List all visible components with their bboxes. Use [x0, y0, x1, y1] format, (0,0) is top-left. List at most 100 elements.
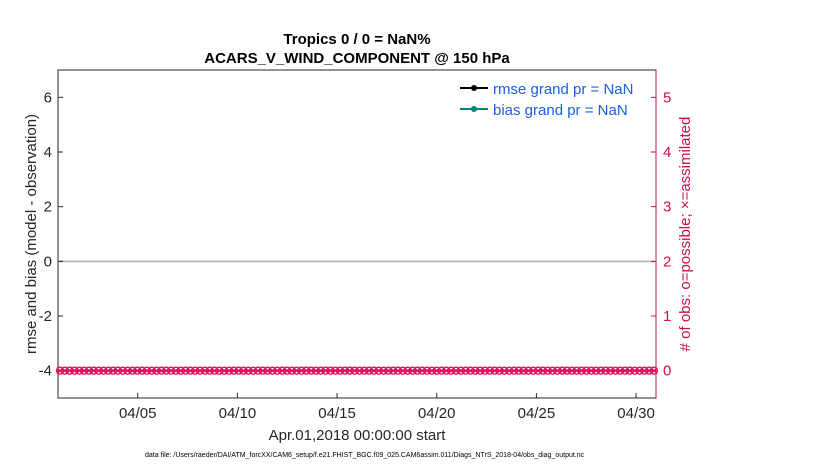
obs-possible-marker: [355, 366, 364, 375]
obs-possible-marker: [273, 366, 282, 375]
obs-possible-marker: [403, 366, 412, 375]
obs-possible-marker: [596, 366, 606, 375]
obs-possible-marker: [630, 366, 639, 375]
x-axis-label: Apr.01,2018 00:00:00 start: [269, 427, 447, 444]
obs-possible-marker: [582, 366, 591, 375]
obs-possible-marker: [360, 366, 369, 375]
obs-possible-marker: [529, 366, 538, 375]
obs-possible-marker: [461, 366, 470, 375]
obs-possible-marker: [205, 366, 214, 375]
obs-possible-marker: [234, 366, 243, 375]
obs-possible-marker: [224, 366, 234, 375]
obs-assimilated-marker: [650, 367, 658, 375]
obs-possible-marker: [572, 366, 581, 375]
obs-possible-marker: [524, 366, 533, 375]
obs-possible-marker: [432, 366, 441, 375]
obs-possible-marker: [543, 366, 552, 375]
x-tick-label: 04/10: [219, 405, 257, 422]
legend: rmse grand pr = NaN bias grand pr = NaN: [460, 81, 633, 119]
right-tick-label: 5: [663, 89, 671, 106]
obs-possible-marker: [398, 366, 408, 375]
obs-possible-marker: [108, 366, 118, 375]
obs-possible-marker: [514, 366, 523, 375]
obs-possible-marker: [451, 366, 461, 375]
obs-possible-marker: [447, 366, 456, 375]
obs-possible-marker: [480, 366, 490, 375]
obs-possible-marker: [345, 366, 354, 375]
y-axis-label-left: rmse and bias (model - observation): [23, 114, 40, 354]
obs-possible-marker: [249, 366, 258, 375]
obs-possible-marker: [186, 366, 195, 375]
obs-possible-marker: [553, 366, 562, 375]
obs-possible-marker: [321, 366, 330, 375]
obs-possible-marker: [210, 366, 219, 375]
obs-possible-marker: [418, 366, 427, 375]
obs-possible-marker: [113, 366, 123, 375]
obs-possible-marker: [147, 366, 156, 375]
legend-bias-marker: [471, 106, 477, 112]
obs-possible-marker: [229, 366, 239, 375]
obs-possible-marker: [389, 366, 398, 375]
x-tick-label: 04/30: [617, 405, 655, 422]
obs-possible-marker: [104, 366, 113, 375]
obs-possible-marker: [306, 366, 316, 375]
obs-possible-marker: [287, 366, 296, 375]
obs-possible-marker: [200, 366, 210, 375]
obs-possible-marker: [157, 366, 166, 375]
left-tick-label: -4: [39, 363, 52, 380]
obs-possible-marker: [500, 366, 509, 375]
x-tick-label: 04/25: [518, 405, 556, 422]
obs-possible-marker: [123, 366, 132, 375]
obs-possible-marker: [263, 366, 272, 375]
obs-series-group: [55, 366, 659, 375]
obs-possible-marker: [640, 366, 649, 375]
obs-possible-marker: [65, 366, 74, 375]
x-tick-label: 04/20: [418, 405, 456, 422]
obs-possible-marker: [171, 366, 181, 375]
obs-possible-marker: [215, 366, 224, 375]
obs-possible-marker: [166, 366, 176, 375]
obs-possible-marker: [495, 366, 504, 375]
obs-possible-marker: [152, 366, 161, 375]
obs-possible-marker: [504, 366, 514, 375]
obs-possible-marker: [55, 366, 65, 375]
obs-possible-marker: [253, 366, 263, 375]
obs-possible-marker: [533, 366, 543, 375]
obs-possible-marker: [70, 366, 79, 375]
obs-possible-marker: [442, 366, 451, 375]
obs-possible-marker: [162, 366, 171, 375]
right-tick-label: 1: [663, 308, 671, 325]
obs-possible-marker: [195, 366, 205, 375]
legend-bias-label: bias grand pr = NaN: [493, 102, 628, 119]
obs-possible-marker: [176, 366, 185, 375]
obs-possible-marker: [471, 366, 480, 375]
obs-possible-marker: [422, 366, 432, 375]
obs-possible-marker: [79, 366, 89, 375]
obs-possible-marker: [316, 366, 325, 375]
obs-possible-marker: [297, 366, 306, 375]
obs-possible-marker: [625, 366, 635, 375]
obs-possible-marker: [302, 366, 311, 375]
obs-possible-marker: [485, 366, 494, 375]
obs-possible-marker: [538, 366, 548, 375]
chart-title-line-2: ACARS_V_WIND_COMPONENT @ 150 hPa: [204, 50, 510, 67]
obs-possible-marker: [509, 366, 519, 375]
obs-possible-marker: [292, 366, 301, 375]
obs-possible-marker: [374, 366, 383, 375]
obs-possible-marker: [369, 366, 379, 375]
obs-possible-marker: [118, 366, 127, 375]
obs-possible-marker: [258, 366, 267, 375]
obs-possible-marker: [490, 366, 499, 375]
legend-rmse-label: rmse grand pr = NaN: [493, 81, 633, 98]
obs-possible-marker: [128, 366, 137, 375]
obs-possible-marker: [99, 366, 108, 375]
obs-possible-marker: [393, 366, 403, 375]
obs-possible-marker: [331, 366, 340, 375]
obs-possible-marker: [364, 366, 374, 375]
obs-possible-marker: [335, 366, 345, 375]
obs-possible-marker: [611, 366, 620, 375]
left-tick-label: 6: [44, 89, 52, 106]
right-tick-label: 3: [663, 199, 671, 216]
obs-possible-marker: [60, 366, 69, 375]
